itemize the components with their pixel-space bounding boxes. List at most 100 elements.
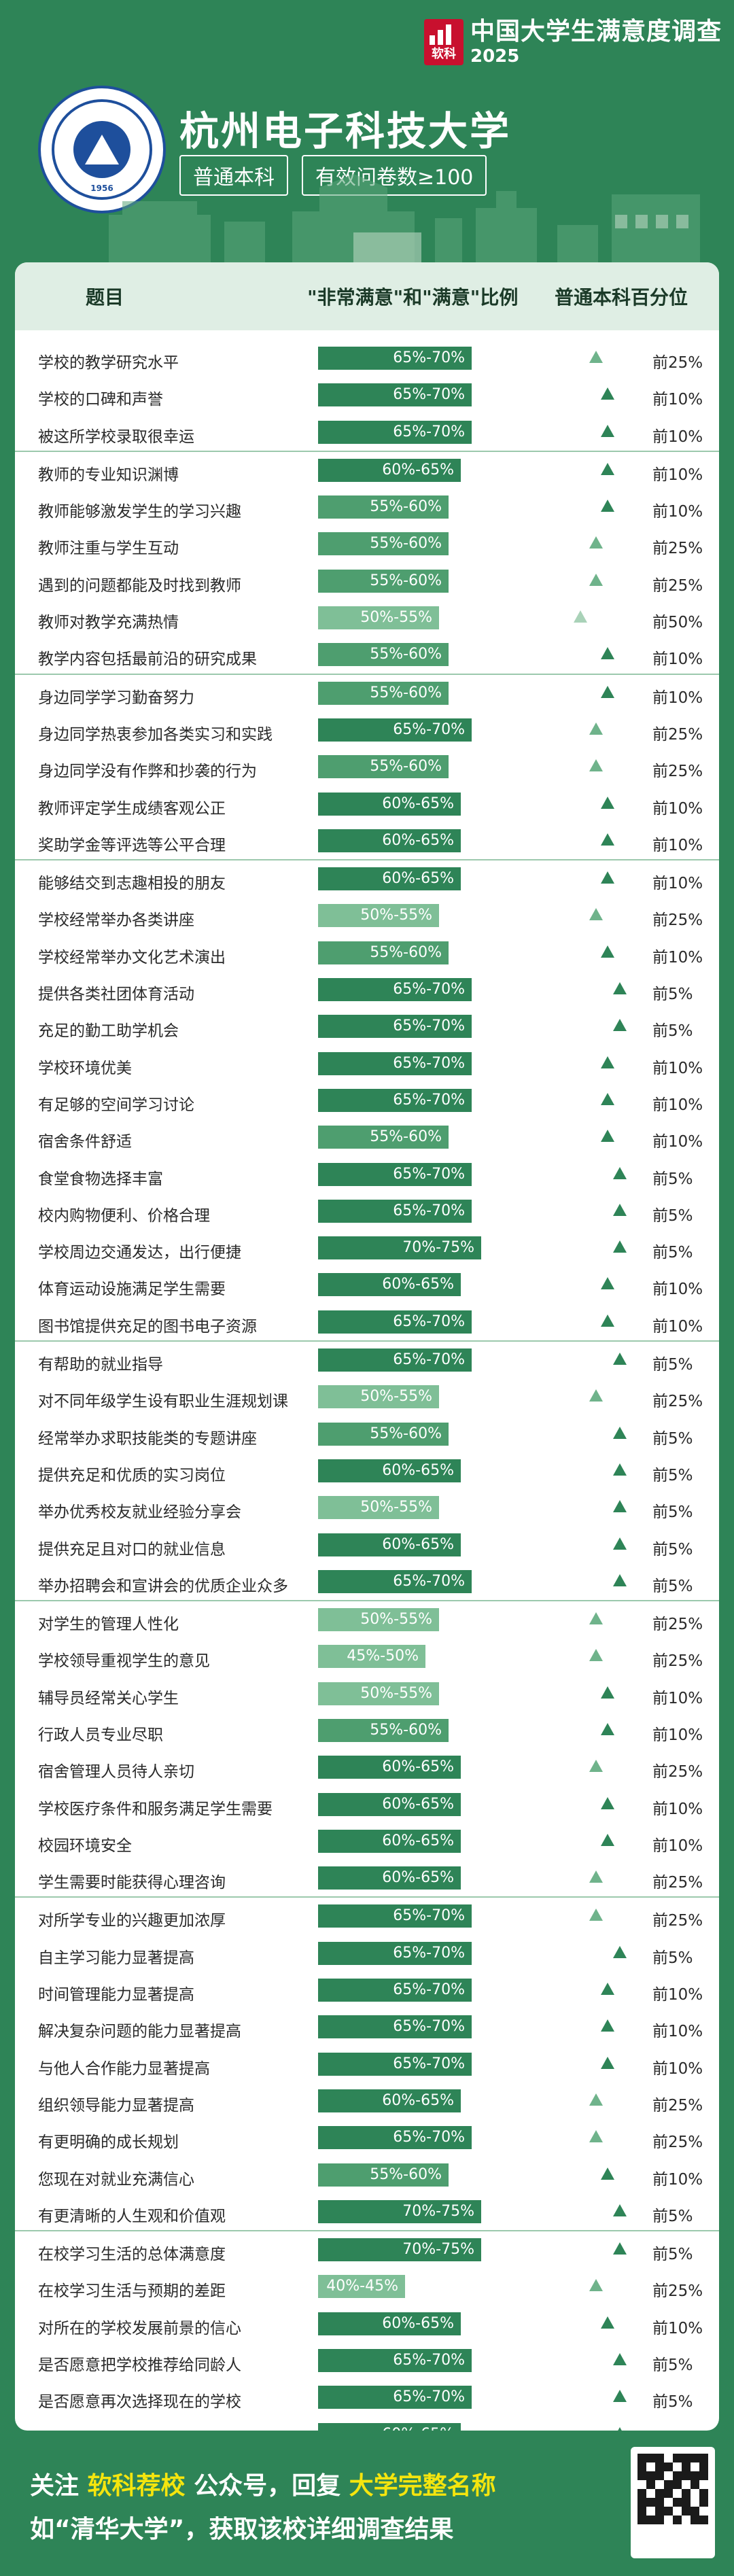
table-row: 提供充足且对口的就业信息 60%-65% 前5%: [15, 1527, 719, 1563]
ratio-label: 65%-70%: [393, 1017, 465, 1035]
ratio-label: 60%-65%: [382, 795, 454, 812]
table-row: 体育运动设施满足学生需要 60%-65% 前10%: [15, 1266, 719, 1303]
rank-triangle-icon: [601, 2056, 614, 2069]
table-row: 在校学习生活与预期的差距 40%-45% 前25%: [15, 2268, 719, 2305]
ratio-bar: 55%-60%: [318, 569, 449, 593]
percentile-label: 前10%: [652, 875, 703, 893]
rank-triangle-icon: [589, 908, 603, 921]
ratio-bar: 55%-60%: [318, 755, 449, 779]
percentile-label: 前25%: [652, 1616, 703, 1634]
rank-triangle-icon: [601, 871, 614, 884]
row-label: 学校经常举办各类讲座: [38, 911, 194, 930]
ratio-label: 55%-60%: [370, 943, 442, 961]
row-label: 能够结交到志趣相投的朋友: [38, 875, 226, 893]
row-label: 对所学专业的兴趣更加浓厚: [38, 1912, 226, 1930]
percentile-label: 前5%: [652, 1577, 693, 1595]
row-label: 对学生的管理人性化: [38, 1616, 179, 1634]
ratio-bar: 50%-55%: [318, 606, 439, 630]
row-label: 行政人员专业尽职: [38, 1726, 163, 1744]
ratio-bar: 60%-65%: [318, 1533, 461, 1556]
percentile-label: 前5%: [652, 986, 693, 1004]
rank-triangle-icon: [589, 2130, 603, 2143]
rank-triangle-icon: [613, 1500, 627, 1513]
rank-triangle-icon: [613, 2390, 627, 2403]
percentile-label: 前25%: [652, 576, 703, 595]
percentile-label: 前10%: [652, 428, 703, 446]
row-label: 身边同学没有作弊和抄袭的行为: [38, 763, 257, 781]
rank-triangle-icon: [589, 1612, 603, 1625]
percentile-label: 前5%: [652, 1356, 693, 1374]
rank-triangle-icon: [589, 1760, 603, 1773]
ratio-bar: 65%-70%: [318, 1904, 472, 1928]
row-label: 有足够的空间学习讨论: [38, 1096, 194, 1114]
row-label: 充足的勤工助学机会: [38, 1022, 179, 1041]
ratio-bar: 50%-55%: [318, 1385, 439, 1409]
ratio-bar: 65%-70%: [318, 2349, 472, 2373]
ratio-bar: 70%-75%: [318, 2199, 481, 2223]
ratio-bar: 65%-70%: [318, 1979, 472, 2002]
ratio-label: 50%-55%: [360, 609, 432, 627]
rank-triangle-icon: [601, 1686, 614, 1699]
percentile-label: 前25%: [652, 2282, 703, 2301]
ratio-bar: 65%-70%: [318, 1569, 472, 1593]
table-row: 身边同学热衷参加各类实习和实践 65%-70% 前25%: [15, 712, 719, 748]
percentile-label: 前10%: [652, 503, 703, 521]
ratio-bar: 65%-70%: [318, 2015, 472, 2039]
table-row: 有更清晰的人生观和价值观 70%-75% 前5%: [15, 2193, 719, 2230]
ratio-label: 40%-45%: [326, 2278, 398, 2295]
rank-triangle-icon: [589, 1649, 603, 1662]
tag-group: 普通本科 有效问卷数≥100: [179, 155, 487, 196]
ratio-label: 60%-65%: [382, 870, 454, 888]
row-label: 解决复杂问题的能力显著提高: [38, 2023, 241, 2041]
ratio-bar: 55%-60%: [318, 1126, 449, 1149]
table-row: 学校的口碑和声誉 65%-70% 前10%: [15, 377, 719, 413]
percentile-label: 前10%: [652, 799, 703, 818]
row-label: 对所在的学校发展前景的信心: [38, 2319, 241, 2337]
table-row: 自主学习能力显著提高 65%-70% 前5%: [15, 1935, 719, 1972]
rank-triangle-icon: [601, 1796, 614, 1809]
ratio-bar: 50%-55%: [318, 904, 439, 928]
percentile-label: 前10%: [652, 2023, 703, 2041]
rank-triangle-icon: [613, 1945, 627, 1958]
percentile-label: 前25%: [652, 911, 703, 930]
rank-triangle-icon: [601, 1833, 614, 1846]
row-label: 学校周边交通发达，出行便捷: [38, 1244, 241, 1262]
percentile-label: 前25%: [652, 763, 703, 781]
table-row: 学校环境优美 65%-70% 前10%: [15, 1045, 719, 1082]
rank-triangle-icon: [613, 1463, 627, 1476]
ratio-label: 65%-70%: [393, 1907, 465, 1925]
rank-triangle-icon: [601, 462, 614, 475]
row-label: 校园环境安全: [38, 1837, 132, 1855]
row-label: 身边同学热衷参加各类实习和实践: [38, 725, 273, 744]
ratio-label: 60%-65%: [382, 1461, 454, 1479]
percentile-label: 前10%: [652, 1133, 703, 1151]
table-row: 时间管理能力显著提高 65%-70% 前10%: [15, 1972, 719, 2008]
ratio-bar: 60%-65%: [318, 1829, 461, 1853]
table-header: 题目 "非常满意"和"满意"比例 普通本科百分位: [15, 262, 719, 330]
percentile-label: 前50%: [652, 614, 703, 632]
ratio-bar: 55%-60%: [318, 1422, 449, 1446]
table-row: 校内购物便利、价格合理 65%-70% 前5%: [15, 1193, 719, 1230]
ratio-label: 60%-65%: [382, 1795, 454, 1813]
percentile-label: 前5%: [652, 1466, 693, 1484]
row-label: 教师注重与学生互动: [38, 540, 179, 558]
ratio-bar: 55%-60%: [318, 941, 449, 964]
ratio-bar: 60%-65%: [318, 1459, 461, 1482]
row-label: 对不同年级学生设有职业生涯规划课: [38, 1393, 288, 1411]
row-label: 遇到的问题都能及时找到教师: [38, 576, 241, 595]
row-label: 学校的教学研究水平: [38, 354, 179, 372]
ratio-label: 50%-55%: [360, 1684, 432, 1702]
percentile-label: 前5%: [652, 1022, 693, 1041]
ratio-label: 65%-70%: [393, 1572, 465, 1590]
logo-label: 软科: [431, 47, 456, 61]
table-row: 充足的勤工助学机会 65%-70% 前5%: [15, 1008, 719, 1045]
rank-triangle-icon: [601, 1056, 614, 1068]
rank-triangle-icon: [613, 1353, 627, 1365]
percentile-label: 前10%: [652, 1689, 703, 1707]
percentile-label: 前5%: [652, 2356, 693, 2375]
ratio-label: 55%-60%: [370, 1425, 442, 1442]
percentile-label: 前25%: [652, 1393, 703, 1411]
percentile-label: 前25%: [652, 1763, 703, 1781]
table-row: 是否愿意再次选择现在的学校 65%-70% 前5%: [15, 2379, 719, 2416]
percentile-label: 前10%: [652, 948, 703, 967]
